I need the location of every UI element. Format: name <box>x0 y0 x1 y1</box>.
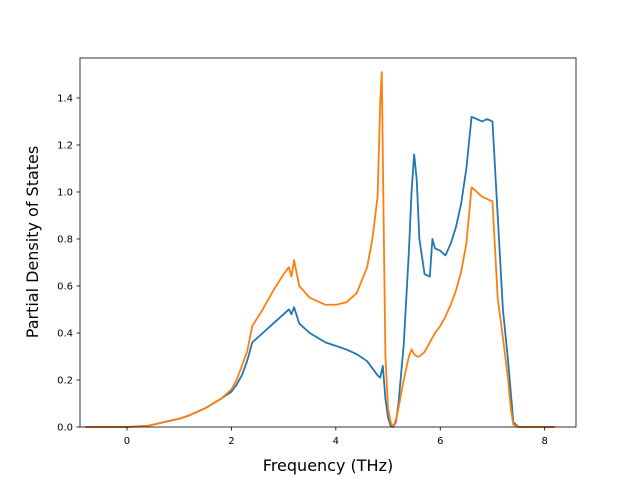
y-tick-label: 0.2 <box>57 375 73 386</box>
x-tick-label: 8 <box>541 436 547 447</box>
y-tick-label: 1.2 <box>57 140 73 151</box>
y-axis-ticks: 0.0 0.2 0.4 0.6 0.8 1.0 1.2 1.4 <box>57 93 80 434</box>
y-tick-label: 0.8 <box>57 234 73 245</box>
series-line-1 <box>85 115 556 428</box>
y-tick-label: 0.0 <box>57 423 73 434</box>
x-axis-label: Frequency (THz) <box>263 456 393 475</box>
x-tick-label: 6 <box>437 436 443 447</box>
x-tick-label: 0 <box>124 436 130 447</box>
y-tick-label: 0.4 <box>57 328 73 339</box>
series-layer <box>85 71 556 428</box>
y-tick-label: 1.0 <box>57 187 73 198</box>
y-tick-label: 1.4 <box>57 93 73 104</box>
x-axis-ticks: 0 2 4 6 8 <box>124 427 548 447</box>
series-line-2 <box>85 71 556 428</box>
x-tick-label: 2 <box>228 436 234 447</box>
plot-frame <box>79 57 577 428</box>
y-axis-label: Partial Density of States <box>23 146 42 338</box>
x-tick-label: 4 <box>333 436 339 447</box>
y-tick-label: 0.6 <box>57 281 73 292</box>
